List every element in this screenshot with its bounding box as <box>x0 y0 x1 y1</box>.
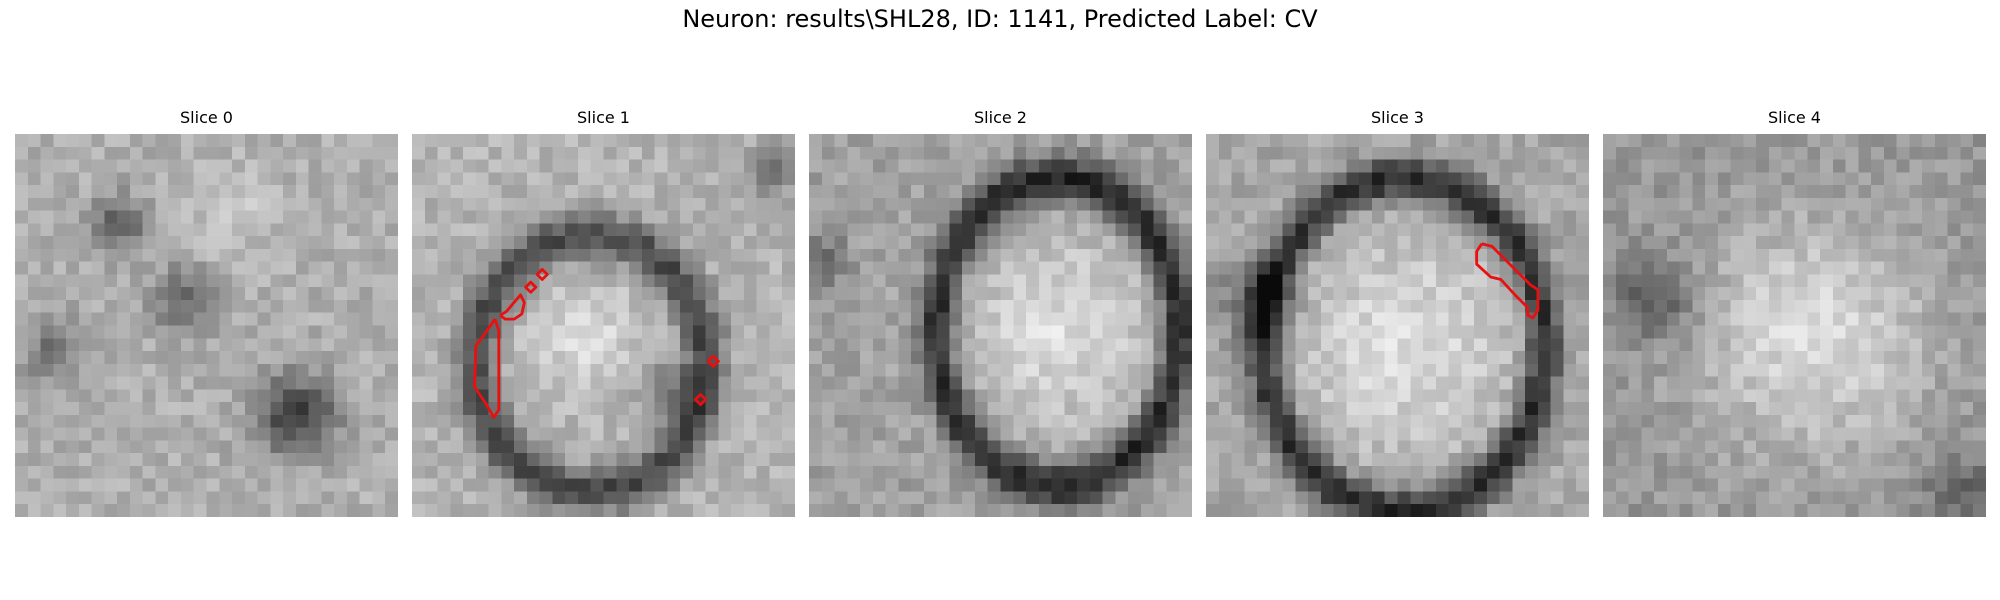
microscopy-image-frame <box>1603 134 1986 517</box>
slice-title: Slice 1 <box>577 108 630 127</box>
contour-line <box>535 267 549 281</box>
contour-line <box>473 318 501 419</box>
contour-overlay <box>473 267 720 419</box>
slice-title: Slice 4 <box>1768 108 1821 127</box>
contour-line <box>1475 242 1540 320</box>
microscopy-image-frame <box>15 134 398 517</box>
microscopy-image-frame <box>809 134 1192 517</box>
contour-overlay <box>1475 242 1540 320</box>
contour-line <box>706 354 720 368</box>
microscopy-slice-image <box>15 134 398 517</box>
microscopy-slice-image <box>1206 134 1589 517</box>
microscopy-slice-image <box>412 134 795 517</box>
microscopy-slice-image <box>1603 134 1986 517</box>
slice-title: Slice 3 <box>1371 108 1424 127</box>
microscopy-slice-image <box>809 134 1192 517</box>
contour-line <box>524 280 538 294</box>
contour-line <box>499 293 526 321</box>
microscopy-image-frame <box>412 134 795 517</box>
contour-line <box>694 393 708 407</box>
slice-title: Slice 2 <box>974 108 1027 127</box>
microscopy-image-frame <box>1206 134 1589 517</box>
slice-title: Slice 0 <box>180 108 233 127</box>
figure-title: Neuron: results\SHL28, ID: 1141, Predict… <box>682 5 1318 33</box>
